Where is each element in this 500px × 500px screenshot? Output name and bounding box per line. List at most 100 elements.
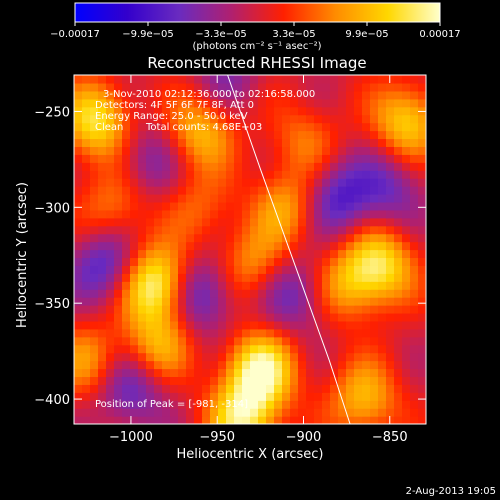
heatmap-cell — [322, 106, 331, 116]
heatmap-cell — [306, 360, 315, 370]
heatmap-cell — [114, 273, 123, 282]
heatmap-cell — [146, 328, 155, 338]
heatmap-cell — [346, 82, 355, 92]
heatmap-cell — [226, 376, 235, 385]
heatmap-cell — [194, 297, 203, 306]
heatmap-cell — [330, 360, 339, 370]
heatmap-cell — [354, 201, 363, 211]
heatmap-cell — [106, 90, 115, 100]
heatmap-cell — [370, 98, 379, 108]
heatmap-cell — [186, 75, 195, 84]
heatmap-cell — [258, 297, 267, 306]
heatmap-cell — [210, 328, 219, 338]
heatmap-cell — [362, 106, 371, 116]
heatmap-cell — [362, 305, 371, 314]
heatmap-cell — [378, 344, 387, 354]
heatmap-cell — [386, 312, 395, 322]
heatmap-cell — [154, 122, 163, 132]
heatmap-cell — [386, 265, 395, 274]
heatmap-cell — [258, 273, 267, 282]
heatmap-cell — [74, 146, 83, 155]
heatmap-cell — [362, 344, 371, 354]
heatmap-cell — [418, 178, 426, 187]
heatmap-cell — [378, 170, 387, 179]
heatmap-cell — [410, 376, 419, 385]
heatmap-cell — [202, 75, 211, 84]
heatmap-cell — [242, 186, 251, 195]
heatmap-cell — [266, 297, 275, 306]
heatmap-cell — [106, 416, 115, 424]
heatmap-cell — [346, 98, 355, 108]
heatmap-cell — [82, 233, 91, 243]
heatmap-cell — [370, 416, 379, 424]
heatmap-cell — [146, 209, 155, 219]
heatmap-cell — [98, 146, 107, 155]
heatmap-cell — [354, 138, 363, 147]
heatmap-cell — [330, 273, 339, 282]
heatmap-cell — [314, 225, 323, 235]
heatmap-cell — [202, 368, 211, 378]
heatmap-cell — [186, 360, 195, 370]
heatmap-cell — [322, 122, 331, 132]
heatmap-cell — [338, 114, 347, 124]
heatmap-cell — [226, 289, 235, 298]
heatmap-cell — [242, 154, 251, 163]
heatmap-cell — [130, 312, 139, 322]
heatmap-cell — [210, 400, 219, 409]
heatmap-cell — [106, 376, 115, 385]
heatmap-cell — [170, 257, 179, 266]
heatmap-cell — [106, 392, 115, 401]
heatmap-cell — [282, 344, 291, 354]
heatmap-cell — [82, 273, 91, 282]
heatmap-cell — [90, 320, 99, 330]
heatmap-cell — [274, 170, 283, 179]
heatmap-cell — [402, 82, 411, 92]
heatmap-cell — [82, 75, 91, 84]
heatmap-cell — [138, 193, 147, 203]
heatmap-cell — [186, 178, 195, 187]
heatmap-cell — [258, 344, 267, 354]
heatmap-cell — [154, 217, 163, 227]
heatmap-cell — [186, 130, 195, 140]
heatmap-cell — [290, 130, 299, 140]
heatmap-cell — [74, 392, 83, 401]
heatmap-cell — [298, 408, 307, 417]
heatmap-cell — [146, 241, 155, 251]
heatmap-cell — [218, 225, 227, 235]
heatmap-cell — [306, 162, 315, 171]
heatmap-cell — [314, 146, 323, 155]
heatmap-cell — [226, 241, 235, 251]
heatmap-cell — [266, 170, 275, 179]
heatmap-cell — [114, 241, 123, 251]
heatmap-cell — [306, 273, 315, 282]
heatmap-cell — [154, 154, 163, 163]
heatmap-cell — [346, 376, 355, 385]
heatmap-cell — [162, 201, 171, 211]
heatmap-cell — [250, 265, 259, 274]
heatmap-cell — [234, 193, 243, 203]
heatmap-cell — [130, 297, 139, 306]
heatmap-cell — [154, 305, 163, 314]
heatmap-cell — [138, 241, 147, 251]
heatmap-cell — [210, 416, 219, 424]
heatmap-cell — [162, 281, 171, 290]
heatmap-cell — [298, 376, 307, 385]
heatmap-cell — [242, 336, 251, 346]
heatmap-cell — [170, 201, 179, 211]
heatmap-cell — [146, 265, 155, 274]
heatmap-cell — [410, 249, 419, 259]
heatmap-cell — [418, 154, 426, 163]
heatmap-cell — [114, 265, 123, 274]
heatmap-cell — [314, 344, 323, 354]
heatmap-cell — [170, 336, 179, 346]
heatmap-cell — [290, 249, 299, 259]
heatmap-cell — [186, 170, 195, 179]
heatmap-cell — [402, 217, 411, 227]
heatmap-cell — [106, 384, 115, 393]
heatmap-cell — [370, 384, 379, 393]
heatmap-cell — [322, 130, 331, 140]
heatmap-cell — [178, 241, 187, 251]
heatmap-cell — [282, 233, 291, 243]
heatmap-cell — [250, 154, 259, 163]
heatmap-cell — [106, 257, 115, 266]
